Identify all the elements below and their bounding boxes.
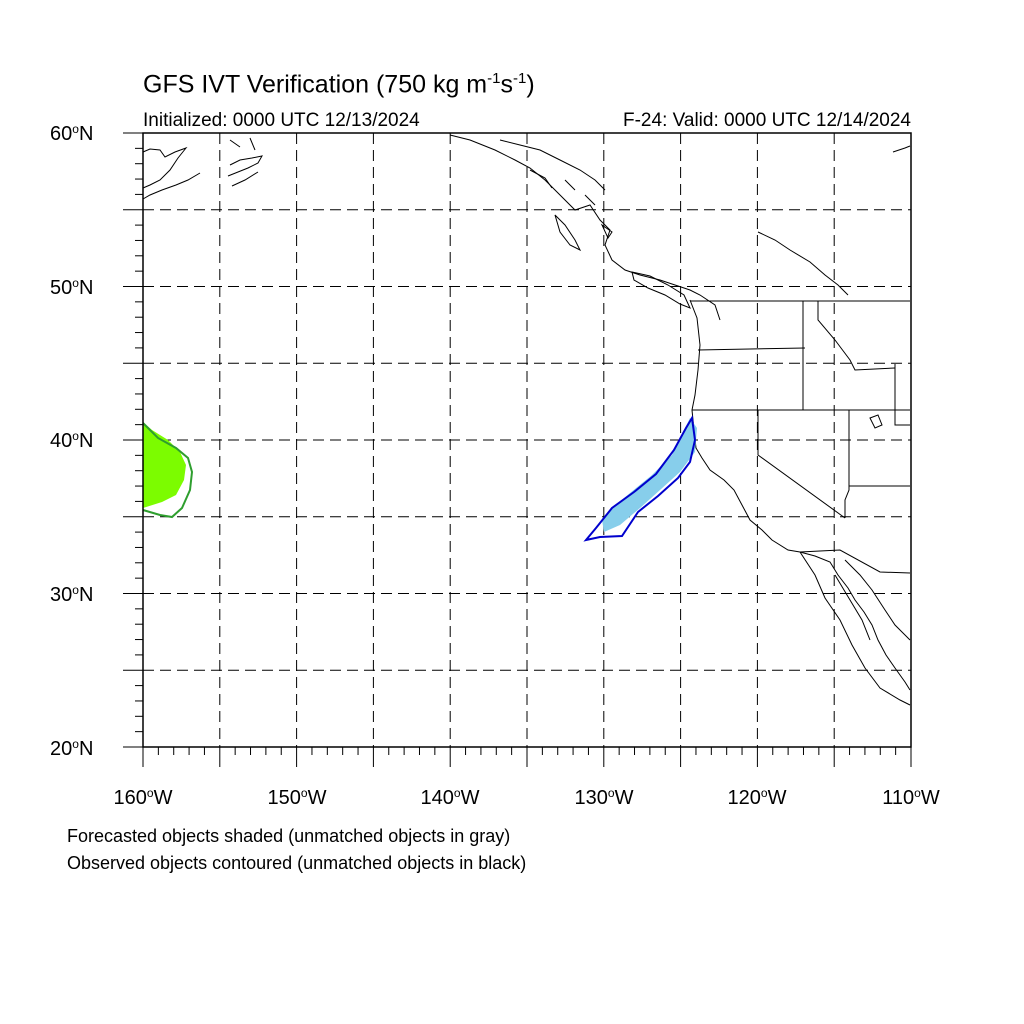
observed-object-east: [583, 415, 697, 542]
forecast-note: Forecasted objects shaded (unmatched obj…: [67, 826, 511, 846]
lon-label-130: 130oW: [574, 786, 634, 809]
west-coast-us: [689, 299, 911, 691]
lon-label-140: 140oW: [420, 786, 480, 809]
lat-label-40: 40oN: [50, 429, 94, 452]
lat-label-60: 60oN: [50, 122, 94, 145]
bc-interior: [529, 169, 596, 206]
state-borders: [690, 300, 911, 574]
vancouver-island: [631, 271, 691, 309]
chart-title: GFS IVT Verification (750 kg m-1s-1): [143, 70, 535, 99]
observed-object-west: [142, 422, 194, 519]
lat-label-30: 30oN: [50, 583, 94, 606]
id-border: [802, 301, 896, 410]
nv-az-border: [844, 410, 850, 518]
lake-salton: [869, 414, 883, 429]
lat-label-50: 50oN: [50, 276, 94, 299]
map-frame: [142, 132, 912, 748]
ca-nv-border: [757, 410, 846, 519]
lon-label-150: 150oW: [267, 786, 327, 809]
wy-box: [894, 364, 910, 426]
us-mexico-border: [799, 549, 911, 574]
valid-label: F-24: Valid: 0000 UTC 12/14/2024: [623, 110, 911, 131]
lon-label-110: 110oW: [882, 786, 940, 809]
gulf-california-east: [844, 559, 911, 641]
alaska-coast-west: [142, 146, 188, 189]
alaska-coast-top: [142, 137, 256, 200]
lon-label-160: 160oW: [113, 786, 173, 809]
east-top-coast: [892, 145, 911, 153]
wa-or-border: [697, 347, 806, 351]
lat-label-20: 20oN: [50, 737, 94, 760]
forecast-object-east: [602, 418, 697, 532]
coastlines: [142, 134, 911, 706]
grid-lines: [143, 133, 911, 747]
lon-label-120: 120oW: [727, 786, 787, 809]
canada-coast-north: [499, 139, 849, 296]
observed-note: Observed objects contoured (unmatched ob…: [67, 853, 527, 873]
initialized-label: Initialized: 0000 UTC 12/13/2024: [143, 110, 420, 131]
axis-ticks: [123, 132, 912, 767]
alaska-islands: [227, 155, 263, 187]
forecast-object-west: [143, 422, 186, 508]
baja-california: [799, 551, 911, 706]
bc-islands: [554, 214, 613, 252]
